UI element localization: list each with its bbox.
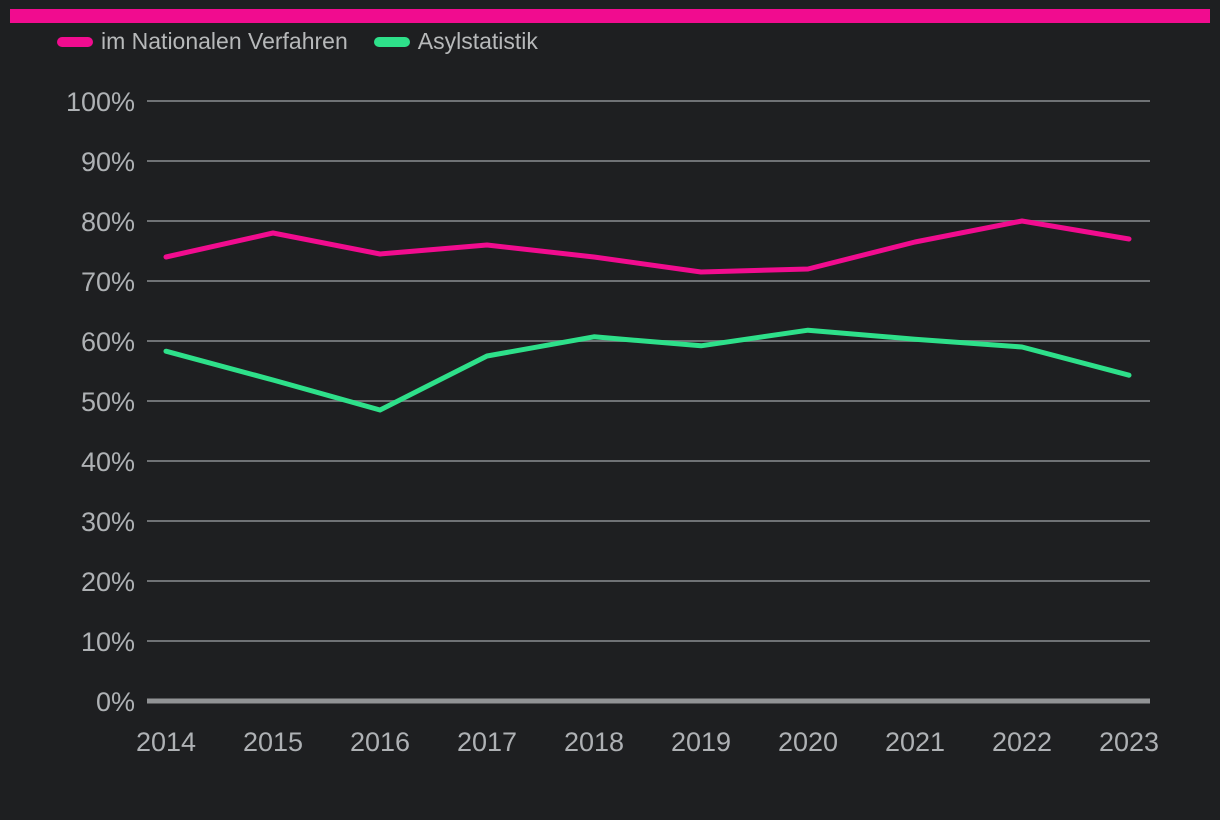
x-tick-label: 2021 — [885, 727, 945, 757]
y-tick-label: 100% — [66, 87, 135, 117]
x-tick-label: 2019 — [671, 727, 731, 757]
y-tick-label: 20% — [81, 567, 135, 597]
legend-item-asylstatistik[interactable]: Asylstatistik — [373, 28, 538, 54]
y-tick-label: 90% — [81, 147, 135, 177]
chart-legend: im Nationalen Verfahren Asylstatistik — [57, 30, 538, 53]
x-tick-label: 2023 — [1099, 727, 1159, 757]
y-tick-label: 0% — [96, 687, 135, 717]
y-tick-label: 40% — [81, 447, 135, 477]
legend-label: Asylstatistik — [417, 28, 538, 54]
x-tick-label: 2020 — [778, 727, 838, 757]
x-tick-label: 2014 — [136, 727, 196, 757]
series-line-asylstatistik — [163, 327, 1132, 413]
y-tick-label: 30% — [81, 507, 135, 537]
x-tick-label: 2016 — [350, 727, 410, 757]
legend-label: im Nationalen Verfahren — [101, 28, 348, 54]
y-tick-label: 80% — [81, 207, 135, 237]
series-line-im-nationalen-verfahren — [163, 218, 1132, 275]
top-accent-bar — [10, 9, 1210, 23]
x-tick-label: 2017 — [457, 727, 517, 757]
y-tick-label: 60% — [81, 327, 135, 357]
y-tick-label: 50% — [81, 387, 135, 417]
x-tick-label: 2015 — [243, 727, 303, 757]
legend-item-im-nationalen-verfahren[interactable]: im Nationalen Verfahren — [57, 30, 348, 53]
y-tick-label: 10% — [81, 627, 135, 657]
x-tick-label: 2018 — [564, 727, 624, 757]
legend-swatch-pink — [57, 36, 93, 47]
x-tick-label: 2022 — [992, 727, 1052, 757]
legend-swatch-green — [373, 36, 410, 47]
y-tick-label: 70% — [81, 267, 135, 297]
